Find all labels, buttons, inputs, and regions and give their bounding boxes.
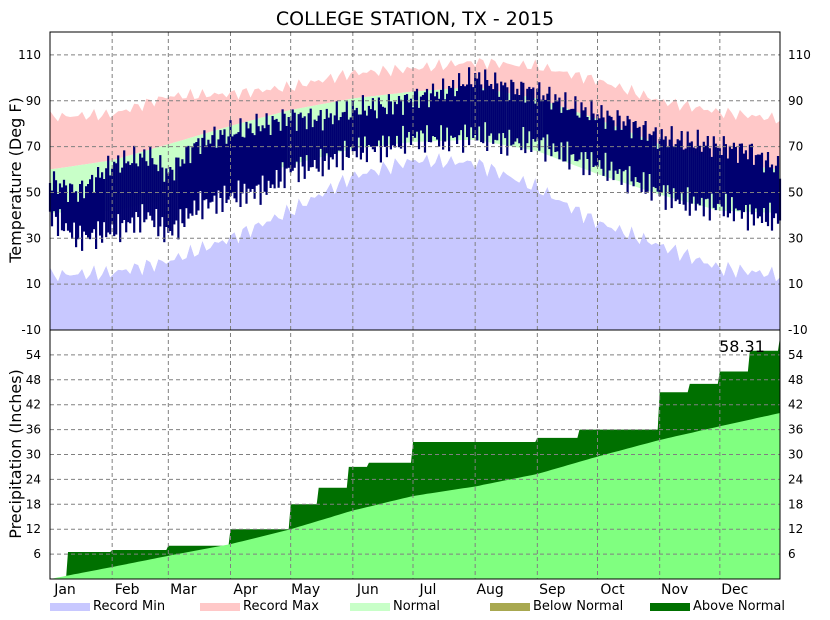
legend-label: Record Min bbox=[93, 599, 165, 614]
month-label: Feb bbox=[115, 582, 140, 598]
precipitation-tick-label-right: 30 bbox=[788, 448, 803, 462]
month-label: Oct bbox=[600, 582, 625, 598]
precipitation-tick-label-left: 42 bbox=[26, 398, 41, 412]
chart-title: COLLEGE STATION, TX - 2015 bbox=[276, 8, 554, 30]
month-label: Jun bbox=[356, 582, 379, 598]
temperature-panel bbox=[48, 58, 782, 330]
temperature-tick-label-right: 10 bbox=[788, 277, 803, 291]
temperature-tick-label-left: 10 bbox=[26, 277, 41, 291]
month-label: Dec bbox=[721, 582, 748, 598]
precipitation-panel bbox=[50, 337, 780, 579]
legend-swatch bbox=[50, 603, 90, 611]
temperature-tick-label-right: 110 bbox=[788, 48, 811, 62]
precipitation-tick-label-left: 54 bbox=[26, 348, 41, 362]
legend-label: Record Max bbox=[243, 599, 319, 614]
precipitation-total-label: 58.31 bbox=[719, 337, 765, 356]
temperature-tick-label-left: 90 bbox=[26, 94, 41, 108]
precipitation-tick-label-left: 48 bbox=[26, 373, 41, 387]
temperature-tick-label-right: -10 bbox=[788, 323, 808, 337]
precipitation-tick-label-right: 36 bbox=[788, 423, 803, 437]
temperature-tick-label-right: 70 bbox=[788, 140, 803, 154]
temperature-tick-label-right: 50 bbox=[788, 185, 803, 199]
month-label: Nov bbox=[661, 582, 688, 598]
precipitation-tick-label-left: 12 bbox=[26, 522, 41, 536]
legend-label: Above Normal bbox=[693, 599, 785, 614]
month-label: Jan bbox=[53, 582, 76, 598]
temperature-tick-label-left: 110 bbox=[18, 48, 41, 62]
precipitation-tick-label-left: 24 bbox=[26, 472, 41, 486]
temperature-tick-label-right: 90 bbox=[788, 94, 803, 108]
month-label: Aug bbox=[476, 582, 503, 598]
precipitation-tick-label-left: 36 bbox=[26, 423, 41, 437]
legend-swatch bbox=[200, 603, 240, 611]
precipitation-tick-label-right: 48 bbox=[788, 373, 803, 387]
precipitation-axis-label: Precipitation (Inches) bbox=[6, 369, 25, 539]
precipitation-tick-label-right: 42 bbox=[788, 398, 803, 412]
grid-lines bbox=[50, 32, 780, 579]
legend-swatch bbox=[490, 603, 530, 611]
precipitation-tick-label-right: 6 bbox=[788, 547, 796, 561]
precipitation-tick-label-right: 24 bbox=[788, 472, 803, 486]
legend-swatch bbox=[350, 603, 390, 611]
temperature-tick-label-left: 70 bbox=[26, 140, 41, 154]
plot-frame bbox=[49, 31, 781, 580]
temperature-tick-label-left: 50 bbox=[26, 185, 41, 199]
month-label: Mar bbox=[170, 582, 197, 598]
temperature-tick-label-right: 30 bbox=[788, 231, 803, 245]
temperature-axis-label: Temperature (Deg F) bbox=[6, 97, 25, 264]
legend-label: Below Normal bbox=[533, 599, 623, 614]
month-label: Sep bbox=[539, 582, 566, 598]
month-label: Jul bbox=[419, 582, 437, 598]
precipitation-tick-label-right: 12 bbox=[788, 522, 803, 536]
legend-label: Normal bbox=[393, 599, 440, 614]
axis-ticks: -10 -10 10 10 30 30 50 50 70 70 90 90 110 110 6 6 12 12 18… bbox=[18, 48, 811, 598]
record-max-band bbox=[50, 58, 780, 170]
month-label: Apr bbox=[233, 582, 257, 598]
temperature-tick-label-left: -10 bbox=[21, 323, 41, 337]
month-label: May bbox=[291, 582, 320, 598]
precipitation-tick-label-left: 18 bbox=[26, 497, 41, 511]
precipitation-tick-label-left: 30 bbox=[26, 448, 41, 462]
legend-swatch bbox=[650, 603, 690, 611]
precipitation-tick-label-left: 6 bbox=[33, 547, 41, 561]
temperature-tick-label-left: 30 bbox=[26, 231, 41, 245]
precipitation-tick-label-right: 54 bbox=[788, 348, 803, 362]
precipitation-tick-label-right: 18 bbox=[788, 497, 803, 511]
legend: Record Min Record Max Normal Below Normal Ab… bbox=[50, 599, 785, 614]
